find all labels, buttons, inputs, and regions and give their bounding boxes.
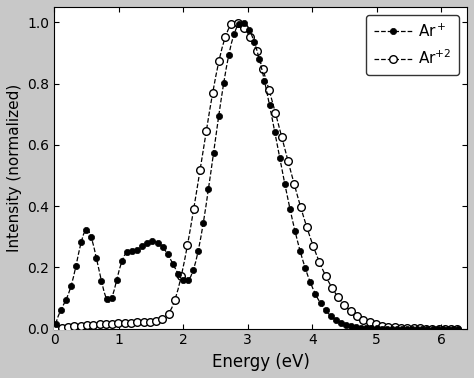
X-axis label: Energy (eV): Energy (eV) (212, 353, 310, 371)
Ar$^{+2}$ (323, 274, 328, 278)
Ar$^+$ (239, 20, 245, 25)
Ar$^+$ (134, 248, 140, 252)
Ar$^+$ (386, 326, 392, 331)
Y-axis label: Intensity (normalized): Intensity (normalized) (7, 84, 22, 252)
Ar$^{+2}$ (232, 20, 237, 25)
Ar$^{+2}$ (373, 322, 379, 327)
Ar$^+$ (280, 169, 285, 174)
Ar$^{+2}$ (226, 27, 231, 32)
Line: Ar$^{+2}$: Ar$^{+2}$ (52, 19, 465, 333)
Legend: Ar$^+$, Ar$^{+2}$: Ar$^+$, Ar$^{+2}$ (366, 15, 459, 75)
Ar$^{+2}$ (354, 314, 360, 318)
Ar$^+$ (318, 301, 323, 305)
Ar$^{+2}$ (266, 88, 272, 92)
Ar$^+$ (440, 326, 446, 331)
Ar$^+$ (167, 257, 173, 261)
Ar$^{+2}$ (163, 315, 168, 319)
Ar$^{+2}$ (53, 326, 58, 331)
Ar$^{+2}$ (458, 326, 464, 331)
Line: Ar$^+$: Ar$^+$ (53, 19, 464, 332)
Ar$^+$ (458, 326, 464, 331)
Ar$^+$ (53, 321, 58, 326)
